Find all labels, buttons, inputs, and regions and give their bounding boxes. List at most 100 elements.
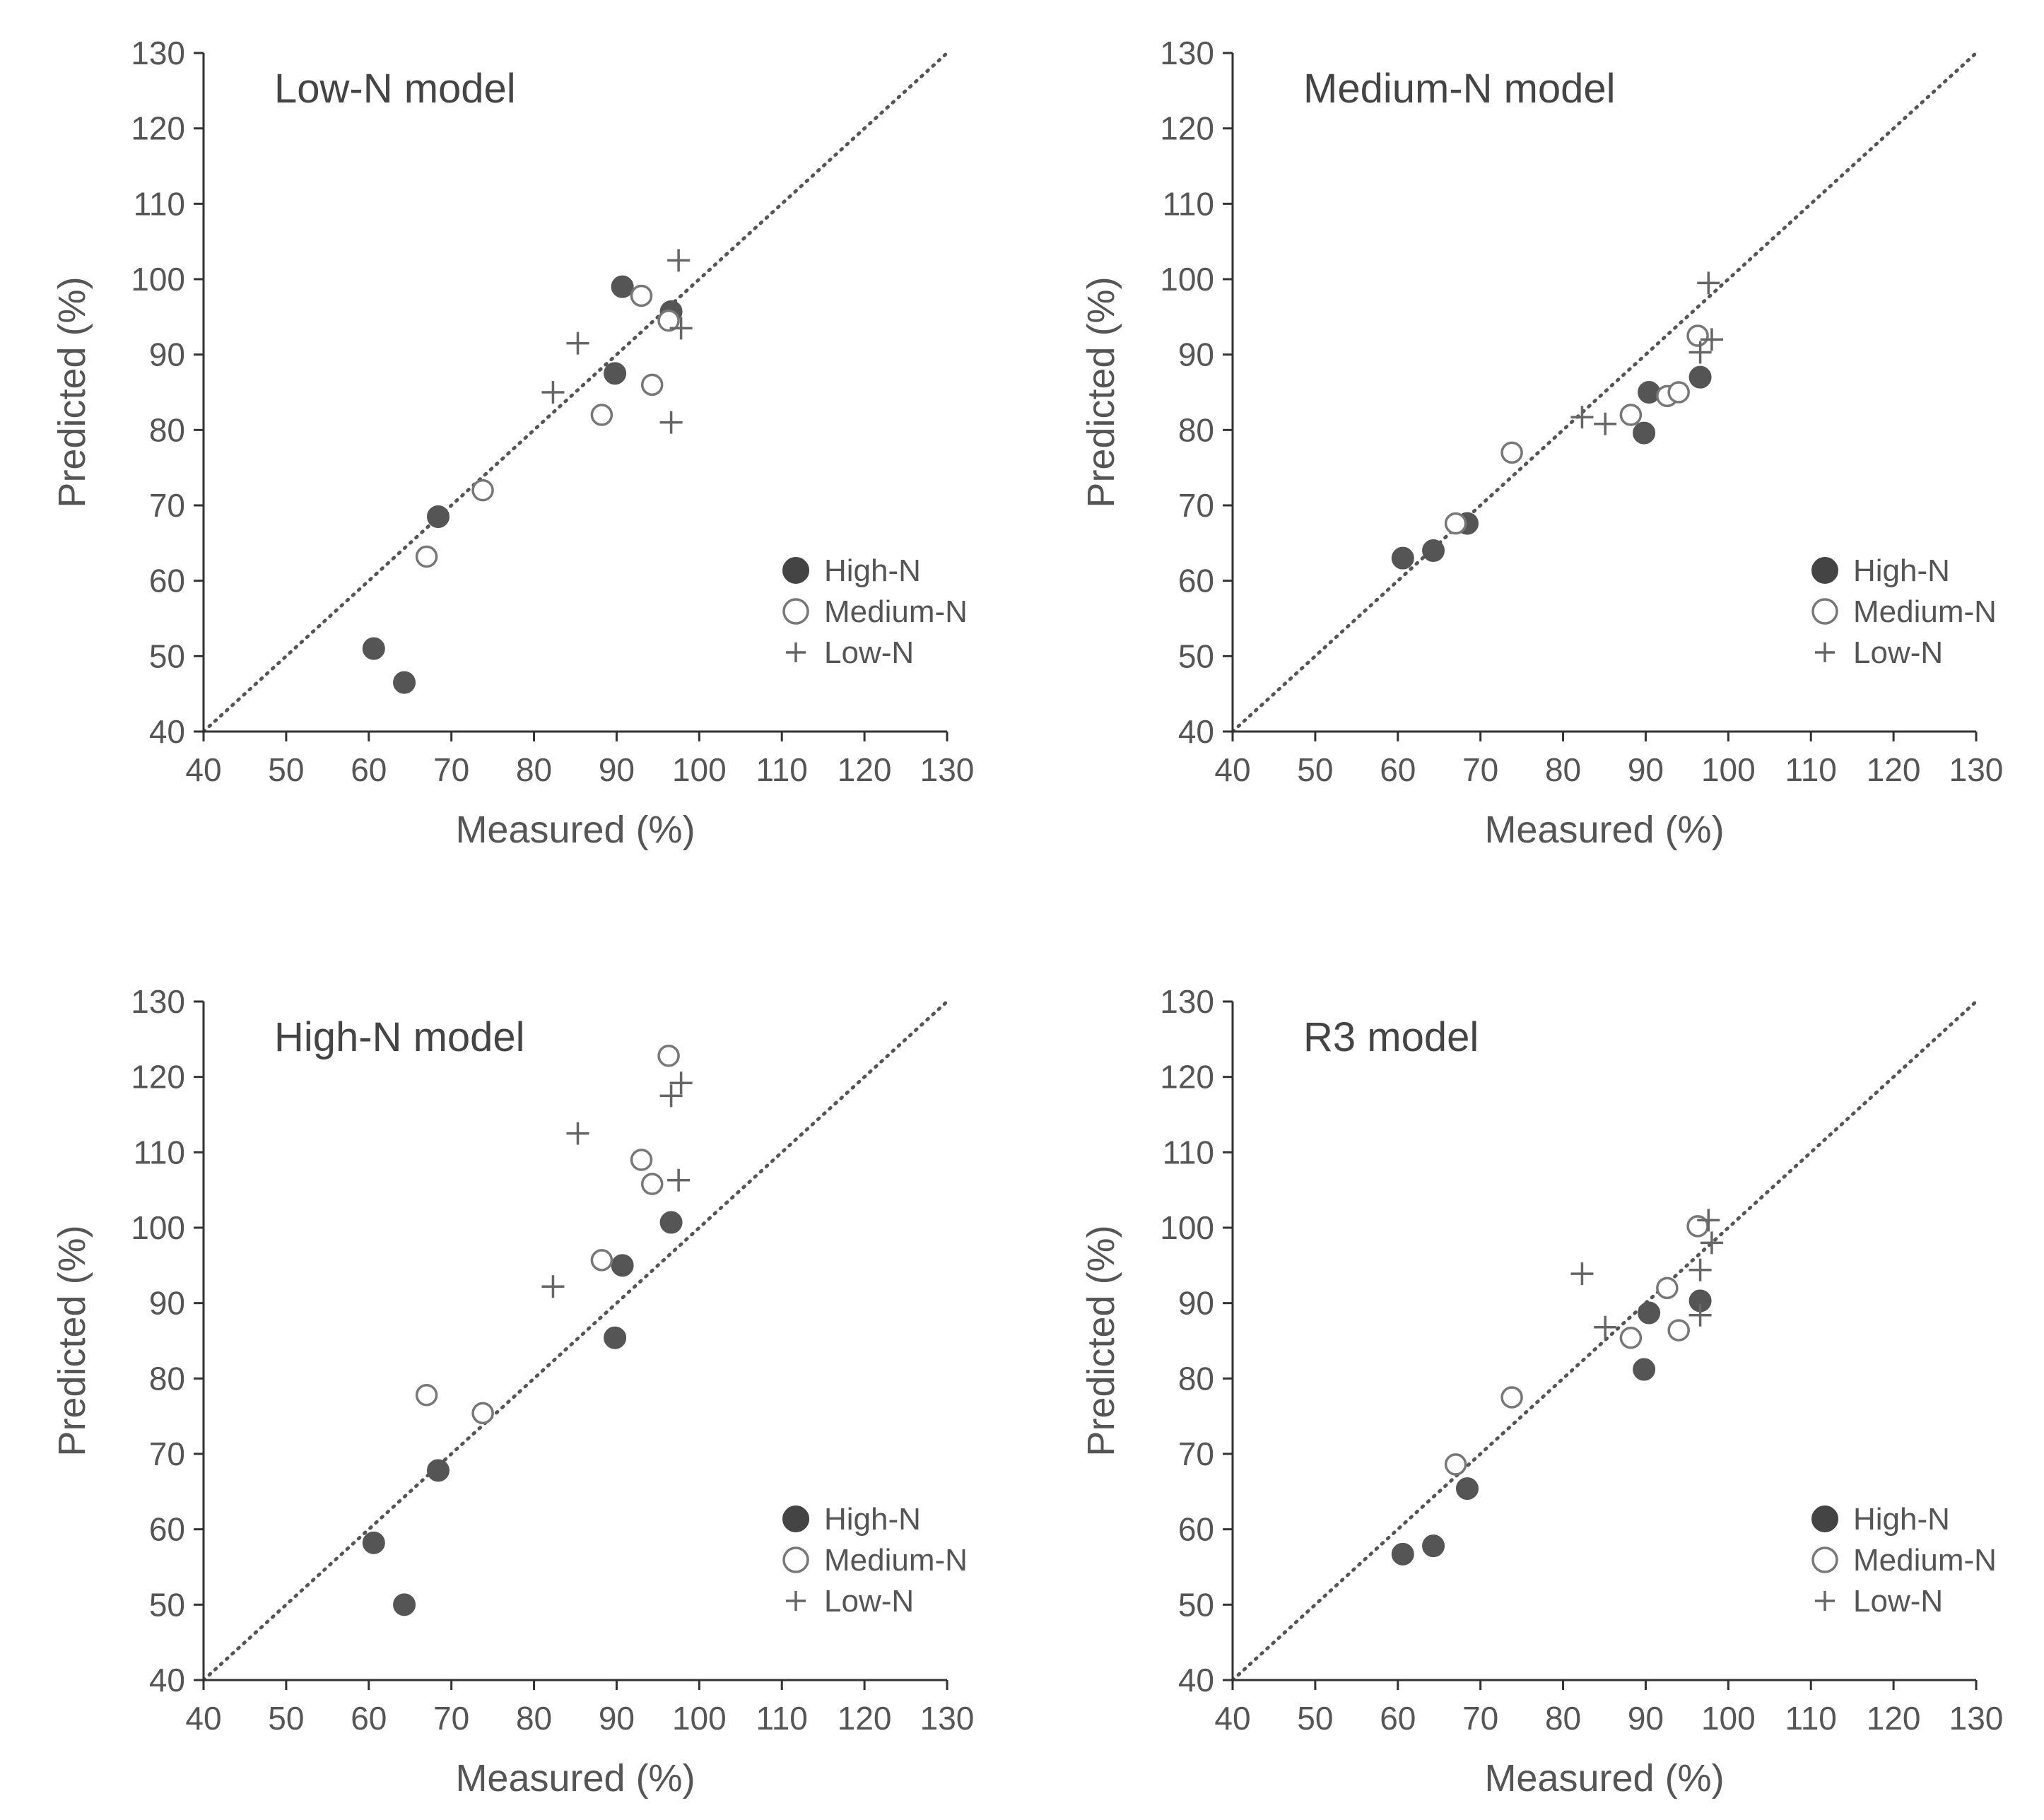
data-point-low-n <box>1700 1231 1723 1255</box>
data-point-high-n <box>1391 1542 1414 1566</box>
y-tick-label: 60 <box>1178 563 1214 599</box>
data-point-medium-n <box>1619 1326 1643 1349</box>
legend-label-medium-n: Medium-N <box>824 1543 968 1578</box>
data-point-medium-n <box>657 309 680 332</box>
y-tick-label: 90 <box>149 1285 185 1322</box>
data-point-medium-n <box>415 545 438 568</box>
series-low-n <box>1570 1209 1723 1339</box>
data-point-medium-n <box>1656 1276 1679 1300</box>
series-low-n <box>541 249 693 434</box>
y-axis-label: Predicted (%) <box>51 276 93 507</box>
data-point-high-n <box>1638 1301 1661 1325</box>
y-tick-label: 120 <box>131 110 185 147</box>
data-point-low-n <box>1688 341 1712 364</box>
y-axis-label: Predicted (%) <box>1080 276 1122 507</box>
x-tick-label: 80 <box>516 751 552 788</box>
y-tick-label: 40 <box>149 713 185 750</box>
legend: High-N Medium-N Low-N <box>782 553 968 670</box>
y-tick-label: 130 <box>131 983 185 1020</box>
x-tick-label: 50 <box>268 751 304 788</box>
data-point-medium-n <box>471 1402 494 1425</box>
data-point-medium-n <box>640 373 664 397</box>
y-tick-label: 120 <box>131 1059 185 1096</box>
x-tick-label: 50 <box>268 1700 304 1737</box>
data-point-medium-n <box>471 479 494 502</box>
x-tick-label: 120 <box>1867 751 1921 788</box>
panel-3: 40 50 60 70 80 90 100 110 120 130 40 50 60 70 80 90 100 1… <box>51 983 974 1800</box>
x-tick-label: 60 <box>351 751 387 788</box>
x-tick-label: 90 <box>599 751 635 788</box>
legend-label-medium-n: Medium-N <box>1853 594 1997 629</box>
legend-label-high-n: High-N <box>1853 1502 1950 1537</box>
y-tick-label: 40 <box>149 1662 185 1698</box>
data-point-high-n <box>659 1211 683 1234</box>
y-tick-label: 70 <box>1178 1436 1214 1472</box>
data-point-high-n <box>1455 1477 1479 1501</box>
data-point-low-n <box>667 249 691 272</box>
series-medium-n <box>1444 1215 1709 1476</box>
x-tick-label: 40 <box>1214 751 1250 788</box>
data-point-high-n <box>604 362 627 385</box>
legend-label-low-n: Low-N <box>1853 635 1943 670</box>
y-tick-label: 80 <box>149 411 185 448</box>
panel-title: High-N model <box>274 1014 525 1060</box>
data-point-low-n <box>1697 271 1720 295</box>
y-tick-label: 60 <box>1178 1511 1214 1548</box>
data-point-high-n <box>426 505 450 528</box>
legend-marker-low-n <box>786 1591 806 1611</box>
y-tick-label: 50 <box>1178 638 1214 674</box>
y-tick-label: 110 <box>134 185 185 222</box>
data-point-medium-n <box>1500 441 1523 464</box>
data-point-low-n <box>566 331 589 355</box>
y-tick-label: 130 <box>131 35 185 71</box>
data-point-low-n <box>566 1122 589 1145</box>
y-tick-label: 70 <box>1178 487 1214 524</box>
x-tick-label: 40 <box>185 1700 221 1737</box>
x-tick-label: 110 <box>1785 751 1837 788</box>
legend-label-low-n: Low-N <box>824 1584 914 1619</box>
y-tick-label: 80 <box>1178 411 1214 448</box>
x-tick-label: 40 <box>1214 1700 1250 1737</box>
data-point-medium-n <box>1667 1319 1690 1341</box>
data-point-medium-n <box>1667 381 1690 404</box>
legend-marker-low-n <box>1815 642 1835 662</box>
x-tick-label: 70 <box>1462 751 1498 788</box>
x-tick-label: 90 <box>1628 751 1664 788</box>
y-tick-label: 70 <box>149 1436 185 1472</box>
panel-title: Medium-N model <box>1303 66 1616 112</box>
legend-label-high-n: High-N <box>824 553 921 588</box>
y-tick-label: 110 <box>1163 185 1214 222</box>
data-point-low-n <box>1697 1209 1720 1232</box>
y-tick-label: 40 <box>1178 1662 1214 1698</box>
data-point-high-n <box>362 1531 385 1554</box>
x-tick-label: 90 <box>599 1700 635 1737</box>
data-point-low-n <box>1570 406 1594 429</box>
x-tick-label: 130 <box>1949 751 2004 788</box>
legend-marker-high-n <box>782 557 809 584</box>
x-tick-label: 80 <box>1545 751 1581 788</box>
data-point-high-n <box>1688 365 1712 389</box>
data-point-high-n <box>1633 1358 1656 1381</box>
y-tick-label: 40 <box>1178 713 1214 750</box>
x-tick-label: 60 <box>1380 1700 1416 1737</box>
x-tick-label: 80 <box>1545 1700 1581 1737</box>
y-tick-label: 100 <box>1160 1209 1214 1246</box>
data-point-low-n <box>541 381 565 404</box>
x-axis-label: Measured (%) <box>1484 1757 1724 1800</box>
legend-label-low-n: Low-N <box>824 635 914 670</box>
panel-title: R3 model <box>1303 1014 1479 1060</box>
y-tick-label: 120 <box>1160 1059 1214 1096</box>
x-tick-label: 120 <box>838 751 892 788</box>
x-tick-label: 50 <box>1297 1700 1333 1737</box>
data-point-high-n <box>1391 546 1414 570</box>
panel-4: 40 50 60 70 80 90 100 110 120 130 40 50 60 70 80 90 100 1… <box>1080 983 2003 1800</box>
x-tick-label: 100 <box>672 1700 727 1737</box>
x-tick-label: 100 <box>1701 1700 1756 1737</box>
data-point-low-n <box>1688 1258 1712 1281</box>
y-tick-label: 130 <box>1160 983 1214 1020</box>
series-low-n <box>541 1072 693 1298</box>
legend-label-high-n: High-N <box>1853 553 1950 588</box>
data-point-high-n <box>362 637 385 660</box>
legend-marker-medium-n <box>1811 1546 1838 1573</box>
